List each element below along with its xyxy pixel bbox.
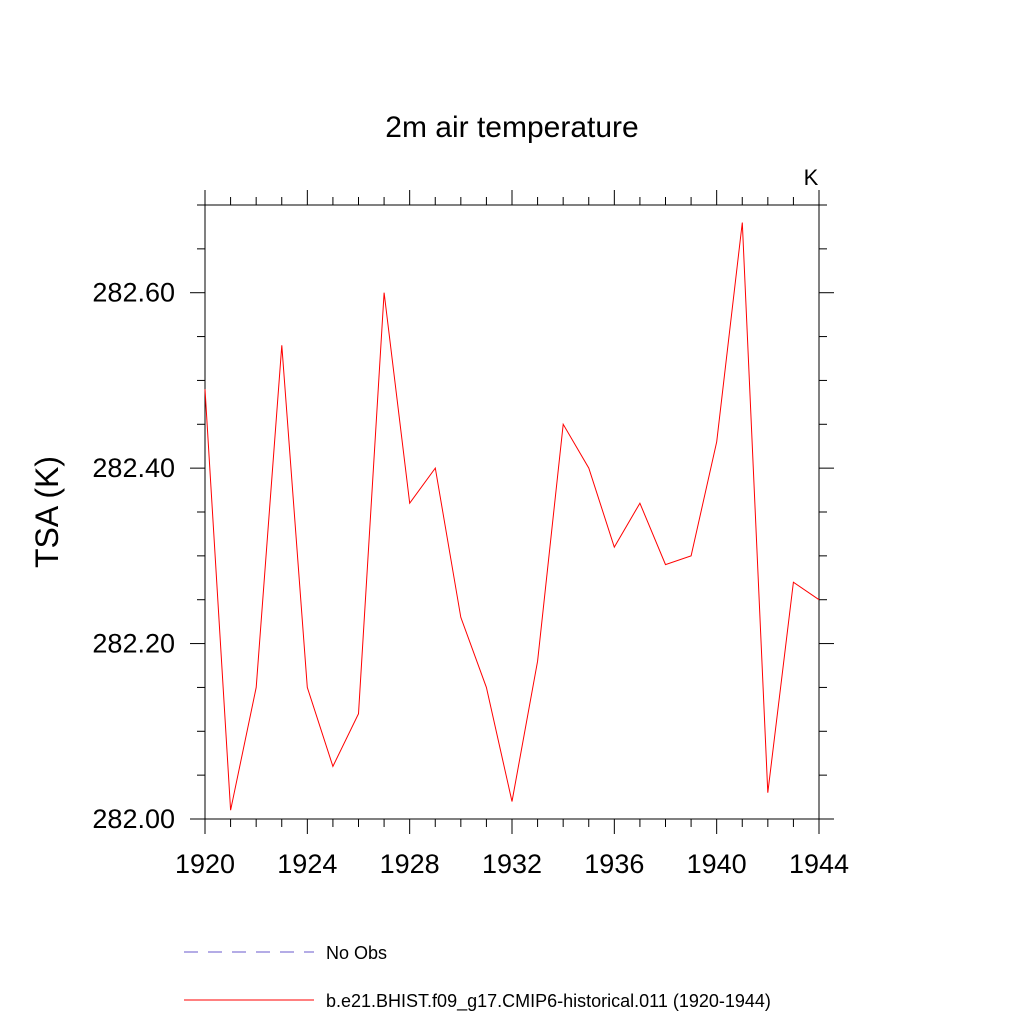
y-tick-label: 282.60 <box>92 278 175 308</box>
y-tick-label: 282.20 <box>92 629 175 659</box>
series-line <box>204 222 820 811</box>
x-tick-label: 1936 <box>584 849 644 879</box>
y-axis-label: TSA (K) <box>29 456 65 568</box>
chart-title: 2m air temperature <box>385 111 638 144</box>
x-tick-label: 1932 <box>482 849 542 879</box>
legend: No Obs b.e21.BHIST.f09_g17.CMIP6-historic… <box>184 943 771 1012</box>
x-tick-label: 1924 <box>277 849 337 879</box>
y-tick-label: 282.00 <box>92 804 175 834</box>
plot-frame <box>204 204 820 820</box>
legend-label: b.e21.BHIST.f09_g17.CMIP6-historical.011… <box>326 991 771 1012</box>
x-tick-label: 1920 <box>175 849 235 879</box>
units-label: K <box>804 165 819 190</box>
series-lines <box>204 222 820 811</box>
legend-label: No Obs <box>326 943 387 963</box>
axes: 1920 1924 1928 1932 1936 1940 1944 282.00 282.20… <box>92 190 849 879</box>
x-tick-label: 1928 <box>380 849 440 879</box>
x-tick-label: 1944 <box>789 849 849 879</box>
x-tick-label: 1940 <box>687 849 747 879</box>
y-tick-label: 282.40 <box>92 453 175 483</box>
